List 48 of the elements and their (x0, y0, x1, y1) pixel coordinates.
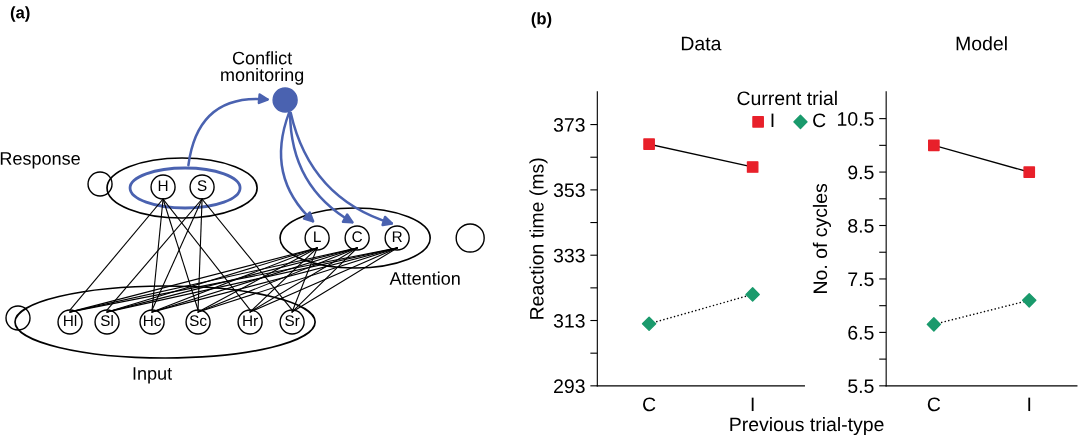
legend-title: Current trial (737, 90, 837, 106)
x-tick-label: C (643, 397, 656, 412)
point (926, 317, 942, 332)
y-tick-label: 9.5 (848, 165, 874, 180)
text: (a) (10, 6, 30, 22)
text: L (314, 231, 321, 242)
point (928, 139, 940, 152)
y-tick-label: 8.5 (848, 218, 874, 233)
y-tick-label: 5.5 (848, 379, 874, 394)
text: Response (0, 152, 80, 169)
x-axis-title: Previous trial-type (730, 416, 884, 436)
text: Sl (100, 314, 113, 327)
chart-title: Data (681, 36, 722, 51)
x-tick-label: C (927, 397, 941, 412)
text: Input (133, 367, 173, 384)
text: H (158, 180, 168, 191)
chart-title: Model (956, 36, 1007, 51)
point (643, 138, 655, 151)
y-tick-label: 6.5 (848, 325, 874, 340)
x-tick-label: I (751, 397, 754, 412)
text: Attention (389, 271, 460, 285)
y-axis-title: Reaction time (ms) (529, 158, 548, 319)
text: (b) (531, 12, 552, 28)
y-tick-label: 7.5 (848, 272, 874, 287)
x-tick-label: I (1028, 397, 1031, 412)
text: Sc (189, 315, 207, 327)
point (641, 316, 657, 332)
y-tick-label: 353 (553, 183, 585, 198)
point (1021, 293, 1037, 308)
text: C (352, 231, 363, 243)
y-axis-title: No. of cycles (812, 183, 831, 293)
y-tick-label: 333 (553, 248, 585, 263)
text: S (197, 180, 207, 192)
legend-label: C (813, 113, 826, 128)
y-tick-label: 10.5 (838, 112, 874, 126)
y-tick-label: 373 (553, 118, 585, 132)
point (746, 161, 759, 173)
text: Hl (64, 314, 77, 326)
text: Conflict monitoring (221, 51, 304, 85)
text: Hc (143, 315, 161, 327)
text: Sr (285, 315, 300, 327)
point (1023, 166, 1036, 178)
y-tick-label: 313 (553, 313, 585, 328)
text: Hr (243, 315, 258, 326)
y-tick-label: 293 (554, 379, 585, 394)
point (745, 287, 760, 302)
text: R (392, 231, 402, 242)
legend-label: I (771, 113, 774, 127)
